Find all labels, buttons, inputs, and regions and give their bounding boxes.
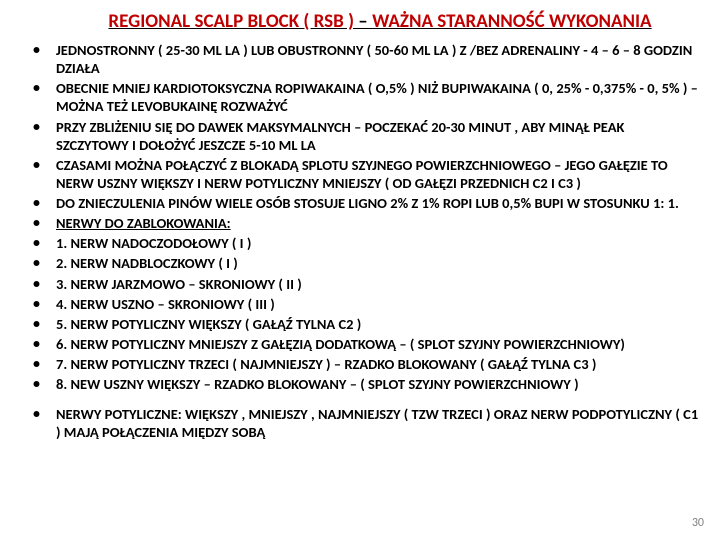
bullet-item: NERWY POTYLICZNE: WIĘKSZY , MNIEJSZY , N… bbox=[30, 405, 700, 441]
bullet-item: DO ZNIECZULENIA PINÓW WIELE OSÓB STOSUJE… bbox=[30, 194, 700, 212]
bullet-item: PRZY ZBLIŻENIU SIĘ DO DAWEK MAKSYMALNYCH… bbox=[30, 118, 700, 154]
bullet-item: 7. NERW POTYLICZNY TRZECI ( NAJMNIEJSZY … bbox=[30, 355, 700, 373]
bullet-item: JEDNOSTRONNY ( 25-30 ML LA ) LUB OBUSTRO… bbox=[30, 41, 700, 77]
bullet-item: 4. NERW USZNO – SKRONIOWY ( III ) bbox=[30, 295, 700, 313]
title-separator: – bbox=[354, 10, 372, 33]
bullet-item: CZASAMI MOŻNA POŁĄCZYĆ Z BLOKADĄ SPLOTU … bbox=[30, 156, 700, 192]
title-left: REGIONAL SCALP BLOCK ( RSB ) bbox=[108, 10, 354, 33]
slide: REGIONAL SCALP BLOCK ( RSB ) – WAŻNA STA… bbox=[0, 0, 720, 540]
bullet-list: JEDNOSTRONNY ( 25-30 ML LA ) LUB OBUSTRO… bbox=[20, 41, 700, 442]
page-number: 30 bbox=[692, 516, 704, 530]
bullet-item: 3. NERW JARZMOWO – SKRONIOWY ( II ) bbox=[30, 275, 700, 293]
bullet-item: 8. NEW USZNY WIĘKSZY – RZADKO BLOKOWANY … bbox=[30, 375, 700, 393]
bullet-text: NERWY DO ZABLOKOWANIA: bbox=[56, 214, 231, 232]
bullet-item: 5. NERW POTYLICZNY WIĘKSZY ( GAŁĄŹ TYLNA… bbox=[30, 315, 700, 333]
title-right: WAŻNA STARANNOŚĆ WYKONANIA bbox=[372, 10, 652, 33]
bullet-item: 6. NERW POTYLICZNY MNIEJSZY Z GAŁĘZIĄ DO… bbox=[30, 335, 700, 353]
bullet-item: OBECNIE MNIEJ KARDIOTOKSYCZNA ROPIWAKAIN… bbox=[30, 79, 700, 115]
bullet-item: 2. NERW NADBLOCZKOWY ( I ) bbox=[30, 254, 700, 272]
bullet-item: NERWY DO ZABLOKOWANIA: bbox=[30, 214, 700, 232]
slide-title: REGIONAL SCALP BLOCK ( RSB ) – WAŻNA STA… bbox=[20, 10, 700, 33]
bullet-item: 1. NERW NADOCZODOŁOWY ( I ) bbox=[30, 234, 700, 252]
